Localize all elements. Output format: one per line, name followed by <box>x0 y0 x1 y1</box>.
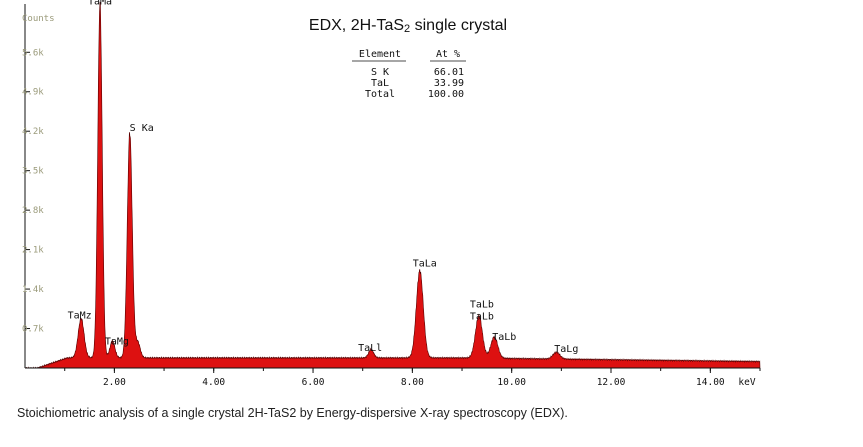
y-tick-label: 4.9k <box>22 88 44 98</box>
y-tick-label: 4.2k <box>22 127 44 137</box>
y-tick-label: 5.6k <box>22 48 44 58</box>
peak-label: TaLa <box>413 259 437 270</box>
y-tick-label: 3.5k <box>22 167 44 177</box>
x-tick-label: 2.00 <box>103 377 126 388</box>
y-tick-label: 1.4k <box>22 285 44 295</box>
peak-label: TaLb <box>492 332 516 343</box>
table-header-element: Element <box>359 49 401 60</box>
y-tick-label: 2.1k <box>22 246 44 256</box>
peak-label: TaLl <box>358 343 382 354</box>
x-tick-label: 4.00 <box>202 377 225 388</box>
table-cell-element: S K <box>371 67 389 78</box>
peak-label: TaMa <box>88 0 112 7</box>
x-tick-label: 6.00 <box>302 377 325 388</box>
spectrum-area <box>24 1 761 369</box>
x-tick-label: 14.00 <box>696 377 725 388</box>
x-tick-label: 12.00 <box>597 377 626 388</box>
x-axis-label: keV <box>738 377 755 388</box>
table-cell-value: 100.00 <box>428 89 464 100</box>
y-tick-label: 0.7k <box>22 325 44 335</box>
x-tick-label: 10.00 <box>497 377 526 388</box>
peak-label: TaLg <box>554 344 578 355</box>
edx-spectrum-chart: Counts 0.7k 1.4k 2.1k 2.8k 3.5k 4.2k 4.9k 5.6k 2.… <box>22 0 761 388</box>
table-header-at-percent: At % <box>436 49 460 60</box>
peak-label: TaMz <box>68 310 92 321</box>
figure-caption: Stoichiometric analysis of a single crys… <box>17 406 568 420</box>
table-cell-element: Total <box>365 89 395 100</box>
table-cell-value: 66.01 <box>434 67 464 78</box>
peak-label: S Ka <box>130 123 154 134</box>
edx-spectrum-figure: Counts 0.7k 1.4k 2.1k 2.8k 3.5k 4.2k 4.9k 5.6k 2.… <box>22 0 761 388</box>
peak-label: TaMg <box>105 336 129 347</box>
y-tick-label: 2.8k <box>22 206 44 216</box>
y-axis-label: Counts <box>22 14 55 24</box>
x-tick-label: 8.00 <box>401 377 424 388</box>
chart-title: EDX, 2H-TaS2 single crystal <box>309 17 507 35</box>
peak-label: TaLb <box>470 300 494 311</box>
table-cell-element: TaL <box>371 78 389 89</box>
peak-label: TaLb <box>470 312 494 323</box>
table-cell-value: 33.99 <box>434 78 464 89</box>
composition-table: Element At % S K 66.01 TaL 33.99 Total 100.00 <box>352 49 466 100</box>
